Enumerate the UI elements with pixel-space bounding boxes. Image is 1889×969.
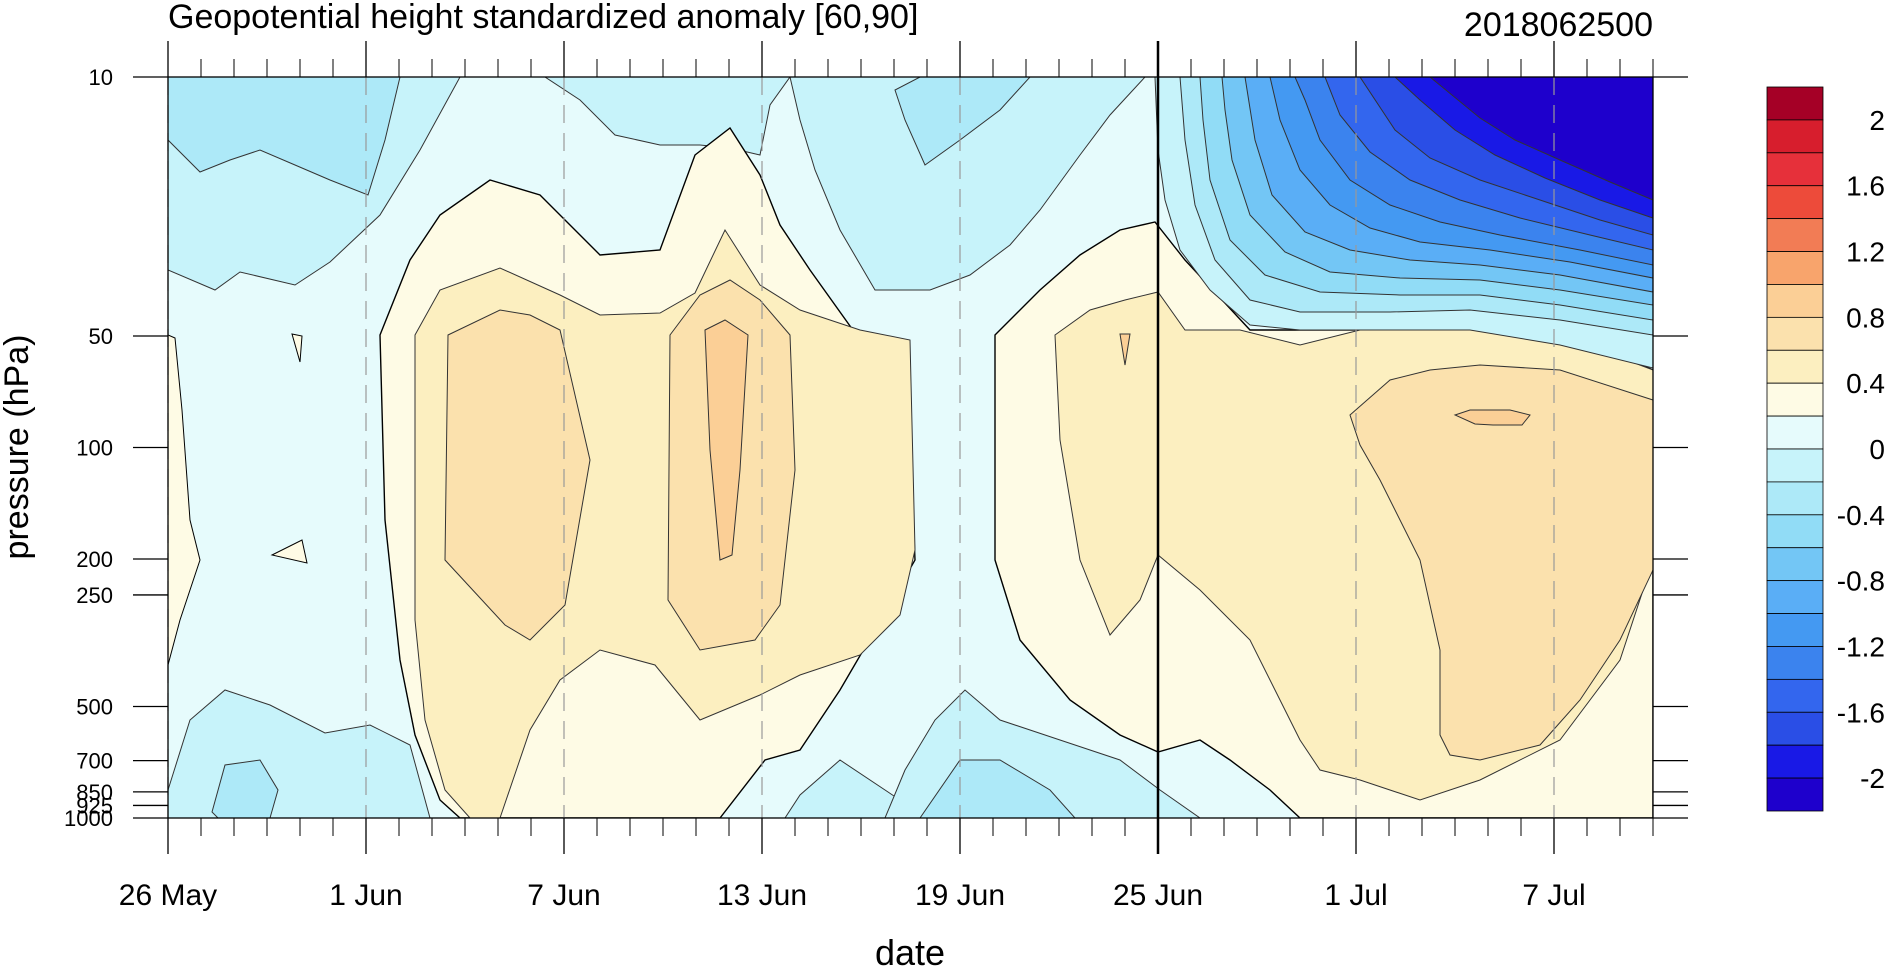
y-tick-label: 50 bbox=[89, 324, 113, 349]
date-label: 2018062500 bbox=[1464, 6, 1653, 44]
y-tick-label: 100 bbox=[76, 436, 113, 461]
colorbar-swatch bbox=[1766, 152, 1824, 187]
colorbar-swatch bbox=[1766, 86, 1824, 121]
colorbar-tick-label: 1.2 bbox=[1846, 237, 1885, 268]
colorbar-swatch bbox=[1766, 415, 1824, 450]
y-axis-label: pressure (hPa) bbox=[0, 335, 36, 560]
colorbar-swatch bbox=[1766, 119, 1824, 154]
colorbar-swatch bbox=[1766, 580, 1824, 614]
colorbar-tick-label: 1.6 bbox=[1846, 171, 1885, 202]
contour-lower-left-neg2 bbox=[211, 759, 279, 818]
colorbar-swatch bbox=[1766, 547, 1824, 582]
x-axis-minor-ticks bbox=[200, 59, 1654, 836]
x-tick-label: 26 May bbox=[119, 879, 217, 912]
contour-lower-mid-neg bbox=[784, 759, 921, 818]
contour-lower-mid-neg3 bbox=[919, 759, 1076, 818]
colorbar-swatch bbox=[1766, 349, 1824, 384]
chart-title: Geopotential height standardized anomaly… bbox=[168, 0, 918, 36]
contour-center-upper-neg3 bbox=[894, 77, 1031, 166]
colorbar-tick-label: 0.4 bbox=[1846, 368, 1885, 399]
x-tick-label: 13 Jun bbox=[717, 879, 807, 912]
colorbar-swatch bbox=[1766, 218, 1824, 252]
y-tick-label: 925 bbox=[76, 793, 113, 818]
colorbar-swatch bbox=[1766, 613, 1824, 647]
x-axis-label: date bbox=[875, 932, 945, 969]
y-tick-label: 1000 bbox=[64, 806, 113, 831]
contour-field bbox=[168, 77, 1653, 818]
colorbar-swatch bbox=[1766, 316, 1824, 351]
contour-pos-left-core-b bbox=[704, 319, 749, 561]
contour-pos-right-inner bbox=[1349, 364, 1653, 761]
x-tick-label: 25 Jun bbox=[1113, 879, 1203, 912]
contour-spike-b bbox=[270, 539, 308, 564]
colorbar-tick-label: -0.8 bbox=[1837, 566, 1885, 597]
colorbar-swatch bbox=[1766, 514, 1824, 549]
colorbar-swatch bbox=[1766, 448, 1824, 483]
x-tick-label: 7 Jun bbox=[527, 879, 600, 912]
y-tick-label: 10 bbox=[89, 65, 113, 90]
colorbar bbox=[1766, 86, 1824, 812]
y-tick-label: 500 bbox=[76, 694, 113, 719]
colorbar-swatch bbox=[1766, 646, 1824, 680]
colorbar-swatch bbox=[1766, 678, 1824, 713]
colorbar-swatch bbox=[1766, 777, 1824, 812]
contour-pos-right-core bbox=[1453, 409, 1531, 426]
contour-spike-c bbox=[1119, 333, 1131, 366]
contour-spike-a bbox=[291, 333, 303, 363]
y-tick-label: 250 bbox=[76, 583, 113, 608]
colorbar-swatch bbox=[1766, 711, 1824, 746]
y-tick-label: 700 bbox=[76, 749, 113, 774]
colorbar-swatch bbox=[1766, 185, 1824, 220]
x-tick-label: 7 Jul bbox=[1522, 879, 1585, 912]
colorbar-tick-label: 2 bbox=[1869, 105, 1885, 136]
colorbar-tick-label: 0 bbox=[1869, 434, 1885, 465]
colorbar-swatch bbox=[1766, 284, 1824, 318]
colorbar-swatch bbox=[1766, 382, 1824, 417]
colorbar-labels: 2 1.6 1.2 0.8 0.4 0 -0.4 -0.8 -1.2 -1.6 -2 bbox=[1837, 105, 1885, 794]
y-tick-label: 850 bbox=[76, 780, 113, 805]
date-gridlines bbox=[167, 77, 1555, 818]
x-tick-label: 1 Jun bbox=[329, 879, 402, 912]
contour-center-upper-neg2 bbox=[789, 77, 1146, 291]
colorbar-tick-label: 0.8 bbox=[1846, 302, 1885, 333]
x-tick-label: 1 Jul bbox=[1324, 879, 1387, 912]
contour-pos-left-inner-a bbox=[444, 309, 591, 641]
colorbar-tick-label: -1.6 bbox=[1837, 697, 1885, 728]
y-tick-label: 200 bbox=[76, 547, 113, 572]
x-tick-label: 19 Jun bbox=[915, 879, 1005, 912]
contour-neg-forecast-11 bbox=[1429, 77, 1653, 201]
colorbar-tick-label: -1.2 bbox=[1837, 631, 1885, 662]
contour-upper-left-neg2 bbox=[168, 77, 401, 196]
colorbar-tick-label: -0.4 bbox=[1837, 500, 1885, 531]
colorbar-swatch bbox=[1766, 251, 1824, 285]
colorbar-swatch bbox=[1766, 744, 1824, 779]
contour-left-edge-pos bbox=[168, 334, 201, 666]
x-axis-ticks: 26 May 1 Jun 7 Jun 13 Jun 19 Jun 25 Jun 1 Jul 7… bbox=[119, 41, 1586, 912]
colorbar-tick-label: -2 bbox=[1860, 763, 1885, 794]
colorbar-swatch bbox=[1766, 481, 1824, 516]
